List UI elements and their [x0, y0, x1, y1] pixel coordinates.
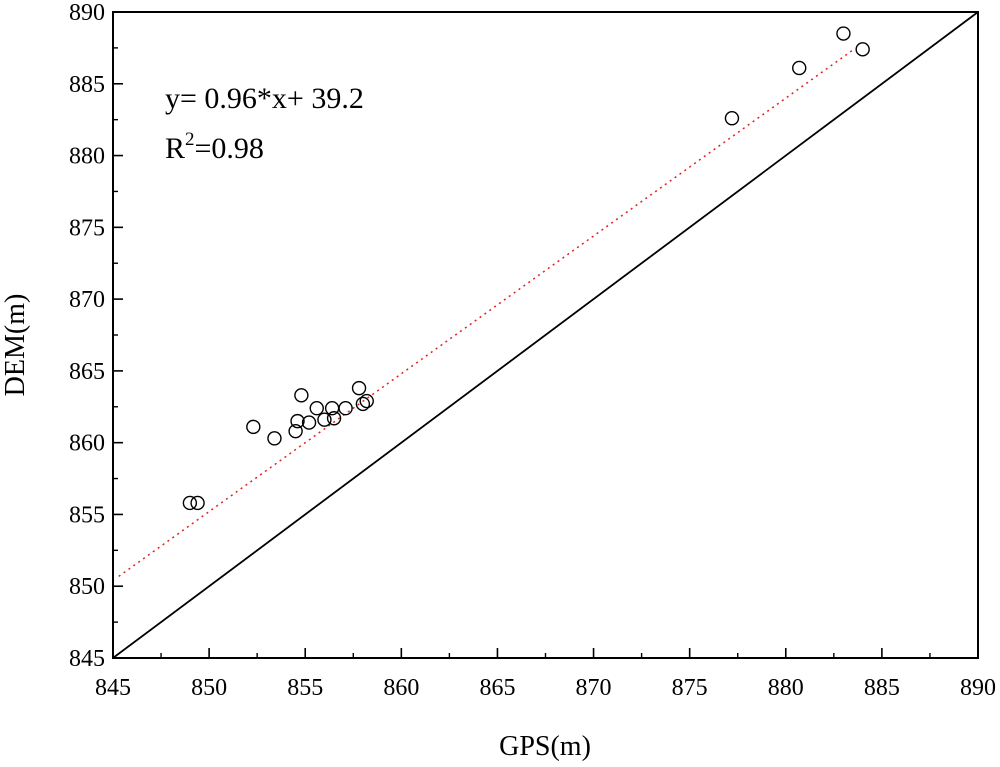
x-tick-label: 865 — [479, 675, 515, 701]
y-tick-label: 890 — [69, 0, 105, 26]
x-tick-label: 880 — [768, 675, 804, 701]
scatter-point — [301, 415, 317, 430]
x-tick-labels: 845 850 855 860 865 870 875 880 885 890 — [95, 675, 996, 701]
scatter-point — [267, 431, 282, 446]
r-squared-value: =0.98 — [195, 132, 264, 165]
y-tick-label: 850 — [69, 574, 105, 600]
scatter-point — [355, 396, 371, 412]
x-tick-label: 845 — [95, 675, 131, 701]
scatter-point — [792, 60, 807, 76]
x-tick-label: 890 — [960, 675, 996, 701]
x-tick-label: 875 — [672, 675, 708, 701]
r-squared-superscript: 2 — [185, 129, 195, 150]
fit-line — [118, 47, 856, 577]
data-points — [182, 26, 870, 511]
x-axis-title: GPS(m) — [499, 731, 591, 762]
y-tick-labels: 845 850 855 860 865 870 875 880 885 890 — [69, 0, 105, 672]
y-tick-label: 845 — [69, 646, 105, 672]
r-squared: R2=0.98 — [165, 129, 264, 165]
scatter-point — [288, 423, 303, 439]
scatter-point — [294, 388, 309, 403]
x-tick-label: 855 — [287, 675, 323, 701]
scatter-point — [338, 401, 353, 416]
y-tick-label: 885 — [69, 72, 105, 98]
scatter-point — [309, 401, 324, 416]
scatter-point — [290, 413, 305, 429]
scatter-point — [246, 419, 261, 435]
x-tick-label: 885 — [864, 675, 900, 701]
scatter-point — [182, 495, 198, 511]
fit-equation: y= 0.96*x+ 39.2 — [165, 82, 364, 115]
y-tick-label: 875 — [69, 215, 105, 241]
y-tick-label: 870 — [69, 287, 105, 313]
scatter-point — [317, 412, 332, 427]
y-tick-label: 860 — [69, 431, 105, 457]
scatter-point — [855, 42, 870, 57]
x-tick-label: 850 — [191, 675, 227, 701]
y-axis-title: DEM(m) — [0, 294, 31, 397]
scatter-point — [351, 380, 367, 396]
scatter-point — [190, 495, 205, 511]
reference-line — [112, 11, 979, 659]
axis-ticks — [112, 11, 979, 659]
scatter-point — [326, 411, 342, 426]
y-tick-label: 855 — [69, 502, 105, 528]
r-squared-prefix: R — [165, 132, 185, 165]
scatter-point — [836, 26, 851, 41]
y-tick-label: 865 — [69, 359, 105, 385]
scatter-point — [359, 393, 374, 409]
x-tick-label: 860 — [383, 675, 419, 701]
x-tick-label: 870 — [576, 675, 612, 701]
scatter-point — [724, 111, 740, 126]
y-tick-label: 880 — [69, 144, 105, 170]
